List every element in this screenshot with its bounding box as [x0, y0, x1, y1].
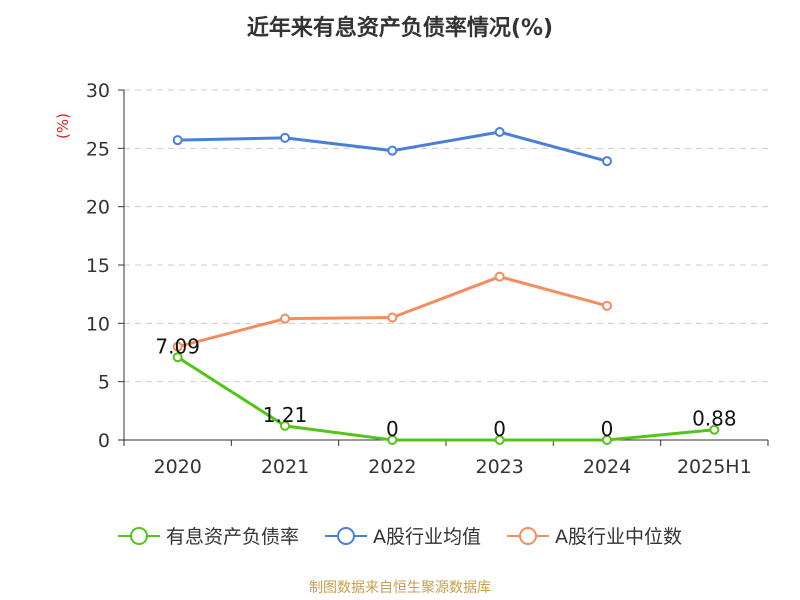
legend-swatch-icon [507, 526, 549, 545]
data-point [172, 352, 183, 363]
legend-item[interactable]: A股行业均值 [325, 522, 481, 549]
data-label: 0 [493, 417, 506, 441]
data-point [387, 312, 398, 323]
y-tick-label: 25 [86, 138, 110, 160]
data-label: 1.21 [263, 403, 308, 427]
data-point [387, 435, 398, 445]
x-tick-label: 2021 [261, 456, 309, 478]
data-point [280, 313, 290, 324]
data-label: 0 [386, 417, 399, 441]
y-tick-label: 15 [86, 255, 110, 277]
series-line [177, 275, 608, 349]
data-point [280, 420, 290, 431]
legend-swatch-icon [117, 526, 160, 545]
legend-item[interactable]: A股行业中位数 [507, 522, 682, 549]
chart-title: 近年来有息资产负债率情况(%) [246, 16, 554, 41]
y-tick-label: 10 [86, 313, 110, 335]
x-tick-label: 2022 [368, 456, 416, 478]
data-label: 0.88 [692, 407, 737, 431]
data-label: 0 [601, 417, 614, 441]
data-point [172, 135, 183, 146]
legend-label: 有息资产负债率 [165, 526, 299, 548]
data-point [602, 435, 612, 445]
legend-label: A股行业中位数 [555, 526, 682, 548]
legend-label: A股行业均值 [373, 526, 481, 548]
y-tick-label: 0 [98, 430, 110, 452]
data-point [280, 132, 290, 143]
source-note: 制图数据来自恒生聚源数据库 [309, 580, 491, 596]
data-point [602, 300, 612, 311]
legend-item[interactable]: 有息资产负债率 [117, 522, 299, 549]
data-label: 7.09 [155, 334, 200, 358]
x-tick-label: 2023 [475, 456, 523, 478]
data-point [172, 341, 183, 352]
series-line [176, 356, 715, 442]
y-tick-label: 30 [86, 80, 110, 102]
data-point [494, 127, 505, 137]
x-tick-label: 2024 [583, 456, 631, 478]
x-tick-label: 2025H1 [677, 456, 752, 478]
legend-swatch-icon [325, 526, 367, 545]
data-point [602, 156, 612, 167]
data-point [709, 424, 720, 435]
data-point [387, 145, 398, 156]
chart-legend: 有息资产负债率 A股行业均值 A股行业中位数 [0, 522, 800, 549]
y-tick-label: 5 [98, 372, 110, 394]
y-axis-label: (%) [54, 113, 72, 139]
data-point [494, 271, 505, 282]
data-point [494, 435, 505, 445]
x-tick-label: 2020 [153, 456, 201, 478]
y-tick-label: 20 [86, 197, 110, 219]
